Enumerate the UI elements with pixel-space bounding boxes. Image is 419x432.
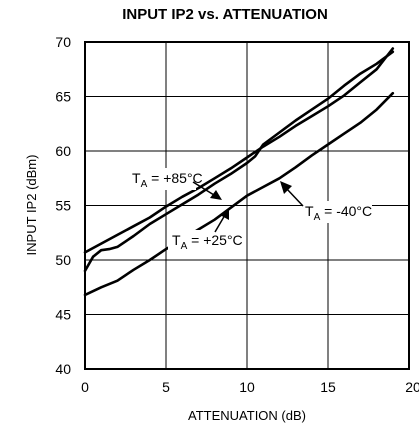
y-axis-label: INPUT IP2 (dBm) xyxy=(24,155,39,256)
annotation-85c: TA = +85°C xyxy=(128,168,222,200)
annotation-25c: TA = +25°C xyxy=(168,208,243,252)
x-tick-label: 15 xyxy=(320,379,336,395)
annotation-25c-arrow xyxy=(214,214,226,233)
annotation-85c-value: = +85°C xyxy=(147,170,202,186)
y-tick-label: 45 xyxy=(55,307,71,323)
annotation-minus40c-value: = -40°C xyxy=(320,203,372,219)
series-lines xyxy=(83,47,395,297)
series-line-minus40c xyxy=(83,91,395,297)
annotation-minus40c-sub: A xyxy=(314,212,321,223)
annotation-25c-prefix: T xyxy=(172,232,181,248)
series-line-85c xyxy=(83,47,395,254)
annotation-25c-sub: A xyxy=(181,241,188,252)
y-tick-label: 65 xyxy=(55,89,71,105)
chart-title: INPUT IP2 vs. ATTENUATION xyxy=(122,6,328,23)
x-axis-label: ATTENUATION (dB) xyxy=(188,408,306,423)
svg-text:TA = -40°C: TA = -40°C xyxy=(305,203,372,223)
annotation-85c-arrow xyxy=(192,181,215,196)
series-line-25c xyxy=(83,50,395,273)
annotation-minus40c: TA = -40°C xyxy=(280,181,372,223)
svg-text:TA = +25°C: TA = +25°C xyxy=(172,232,243,252)
y-tick-label: 60 xyxy=(55,143,71,159)
y-tick-label: 40 xyxy=(55,361,71,377)
annotation-25c-arrowhead xyxy=(220,208,229,220)
annotation-25c-value: = +25°C xyxy=(187,232,242,248)
annotation-85c-sub: A xyxy=(141,179,148,190)
tick-labels: 0 5 10 15 20 40 45 50 55 60 65 70 xyxy=(55,34,419,395)
y-tick-label: 55 xyxy=(55,198,71,214)
annotation-85c-arrowhead xyxy=(210,190,222,200)
annotation-minus40c-prefix: T xyxy=(305,203,314,219)
x-tick-label: 0 xyxy=(81,379,89,395)
annotation-85c-prefix: T xyxy=(132,170,141,186)
y-tick-label: 70 xyxy=(55,34,71,50)
x-tick-label: 20 xyxy=(405,379,419,395)
y-tick-label: 50 xyxy=(55,252,71,268)
svg-text:TA = +85°C: TA = +85°C xyxy=(132,170,203,190)
plot-frame xyxy=(84,41,410,370)
annotation-minus40c-arrowhead xyxy=(280,181,292,194)
x-tick-label: 10 xyxy=(239,379,255,395)
x-tick-label: 5 xyxy=(162,379,170,395)
annotation-minus40c-arrow xyxy=(285,187,304,207)
